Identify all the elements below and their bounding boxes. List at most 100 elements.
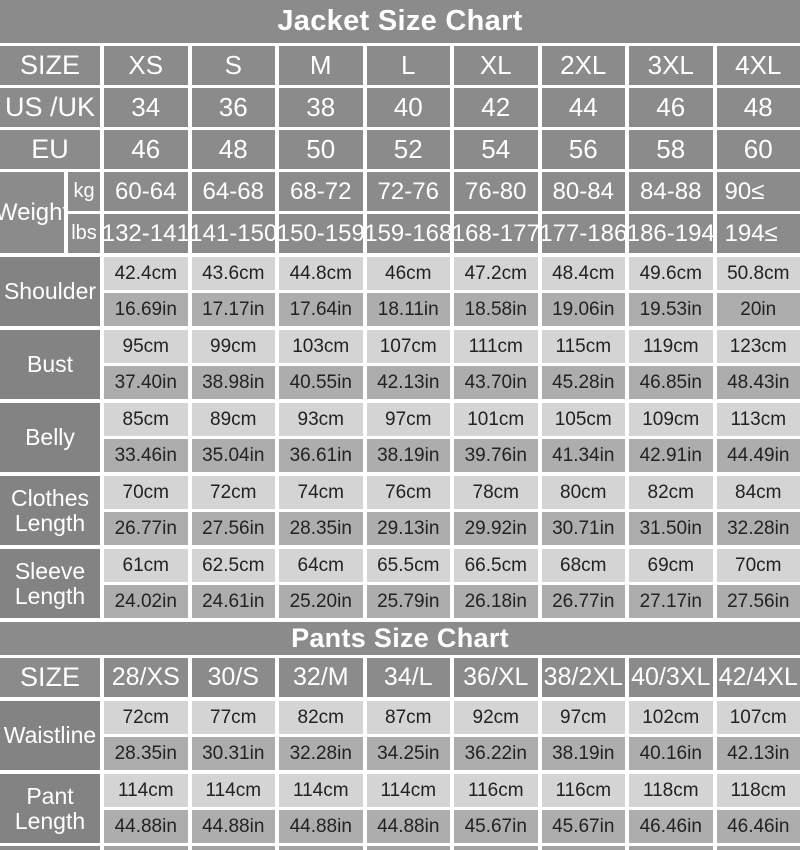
bottom-cutoff-cell xyxy=(716,846,800,850)
cm-value-cell: 93cm xyxy=(279,403,363,436)
header-value-cell: 38/2XL xyxy=(541,658,625,697)
cm-value-cell: 118cm xyxy=(716,774,800,807)
cm-value-cell: 97cm xyxy=(366,403,450,436)
header-value-cell: 32/M xyxy=(279,658,363,697)
in-value-cell: 44.88in xyxy=(191,810,275,843)
cm-value-cell: 107cm xyxy=(366,330,450,363)
in-value-cell: 19.53in xyxy=(629,293,713,326)
in-value-cell: 36.22in xyxy=(454,737,538,770)
measurement-group: Bust 95cm 99cm 103cm 107cm 111cm 115cm 119cm 123… xyxy=(0,330,800,399)
weight-value-cell: 132-141 xyxy=(104,214,188,253)
in-value-cell: 24.02in xyxy=(104,585,188,618)
in-value-cell: 20in xyxy=(716,293,800,326)
bottom-cutoff-cell xyxy=(454,846,538,850)
weight-value-cell: 72-76 xyxy=(366,172,450,211)
bottom-cutoff-cell xyxy=(629,846,713,850)
in-value-cell: 24.61in xyxy=(191,585,275,618)
cm-value-cell: 70cm xyxy=(716,549,800,582)
in-value-cell: 28.35in xyxy=(104,737,188,770)
in-value-cell: 40.16in xyxy=(629,737,713,770)
cm-value-cell: 109cm xyxy=(629,403,713,436)
cm-value-cell: 119cm xyxy=(629,330,713,363)
cm-value-cell: 105cm xyxy=(541,403,625,436)
cm-value-cell: 50.8cm xyxy=(716,257,800,290)
unit-label-cell: lbs xyxy=(68,214,100,253)
weight-value-cell: 168-177 xyxy=(454,214,538,253)
header-value-cell: 44 xyxy=(541,88,625,127)
in-value-cell: 27.56in xyxy=(191,512,275,545)
bottom-cutoff-cell xyxy=(104,846,188,850)
in-value-cell: 26.18in xyxy=(454,585,538,618)
cm-value-cell: 99cm xyxy=(191,330,275,363)
header-value-cell: 50 xyxy=(279,130,363,169)
weight-value-cell: 177-186 xyxy=(541,214,625,253)
weight-value-cell: 84-88 xyxy=(629,172,713,211)
header-value-cell: 42/4XL xyxy=(716,658,800,697)
cm-value-cell: 61cm xyxy=(104,549,188,582)
measurement-group: Waistline 72cm 77cm 82cm 87cm 92cm 97cm 102cm 10… xyxy=(0,701,800,770)
cm-value-cell: 114cm xyxy=(104,774,188,807)
in-value-cell: 44.88in xyxy=(279,810,363,843)
measurement-label-cell: Shoulder xyxy=(0,257,100,326)
in-value-cell: 46.85in xyxy=(629,366,713,399)
in-value-cell: 32.28in xyxy=(279,737,363,770)
in-value-cell: 30.71in xyxy=(541,512,625,545)
header-value-cell: 46 xyxy=(629,88,713,127)
cm-value-cell: 72cm xyxy=(104,701,188,734)
header-value-cell: 4XL xyxy=(716,46,800,85)
cm-value-cell: 92cm xyxy=(454,701,538,734)
weight-value-cell: 90≤ xyxy=(716,172,800,211)
cm-value-cell: 85cm xyxy=(104,403,188,436)
header-value-cell: 54 xyxy=(454,130,538,169)
in-value-cell: 40.55in xyxy=(279,366,363,399)
in-value-cell: 35.04in xyxy=(191,439,275,472)
header-value-cell: 30/S xyxy=(191,658,275,697)
cm-value-cell: 102cm xyxy=(629,701,713,734)
header-value-cell: 2XL xyxy=(541,46,625,85)
header-value-cell: 60 xyxy=(716,130,800,169)
weight-value-cell: 141-150 xyxy=(191,214,275,253)
in-value-cell: 44.49in xyxy=(716,439,800,472)
cm-value-cell: 115cm xyxy=(541,330,625,363)
cm-value-cell: 116cm xyxy=(541,774,625,807)
cm-value-cell: 111cm xyxy=(454,330,538,363)
in-value-cell: 29.13in xyxy=(366,512,450,545)
header-value-cell: 36/XL xyxy=(454,658,538,697)
cm-value-cell: 43.6cm xyxy=(191,257,275,290)
header-row: EU 46 48 50 52 54 56 58 60 xyxy=(0,130,800,169)
in-value-cell: 44.88in xyxy=(366,810,450,843)
in-value-cell: 17.17in xyxy=(191,293,275,326)
header-label-cell: US /UK xyxy=(0,88,100,127)
header-value-cell: L xyxy=(366,46,450,85)
header-value-cell: 40/3XL xyxy=(629,658,713,697)
cm-value-cell: 48.4cm xyxy=(541,257,625,290)
header-value-cell: 46 xyxy=(104,130,188,169)
cm-value-cell: 103cm xyxy=(279,330,363,363)
in-value-cell: 28.35in xyxy=(279,512,363,545)
cm-value-cell: 101cm xyxy=(454,403,538,436)
in-value-cell: 43.70in xyxy=(454,366,538,399)
bottom-cutoff-cell xyxy=(191,846,275,850)
in-value-cell: 34.25in xyxy=(366,737,450,770)
in-value-cell: 16.69in xyxy=(104,293,188,326)
header-value-cell: 36 xyxy=(191,88,275,127)
in-value-cell: 19.06in xyxy=(541,293,625,326)
weight-label-cell: Weight xyxy=(0,172,69,253)
cm-value-cell: 47.2cm xyxy=(454,257,538,290)
in-value-cell: 41.34in xyxy=(541,439,625,472)
header-value-cell: 42 xyxy=(454,88,538,127)
cm-value-cell: 77cm xyxy=(191,701,275,734)
cm-value-cell: 62.5cm xyxy=(191,549,275,582)
header-value-cell: 34 xyxy=(104,88,188,127)
measurement-label-cell: Bust xyxy=(0,330,100,399)
in-value-cell: 32.28in xyxy=(716,512,800,545)
pants-chart-title: Pants Size Chart xyxy=(0,622,800,655)
in-value-cell: 45.67in xyxy=(541,810,625,843)
cm-value-cell: 116cm xyxy=(454,774,538,807)
measurement-label-cell: Waistline xyxy=(0,701,100,770)
header-value-cell: 58 xyxy=(629,130,713,169)
in-value-cell: 42.13in xyxy=(716,737,800,770)
in-value-cell: 36.61in xyxy=(279,439,363,472)
cm-value-cell: 114cm xyxy=(366,774,450,807)
cm-value-cell: 66.5cm xyxy=(454,549,538,582)
